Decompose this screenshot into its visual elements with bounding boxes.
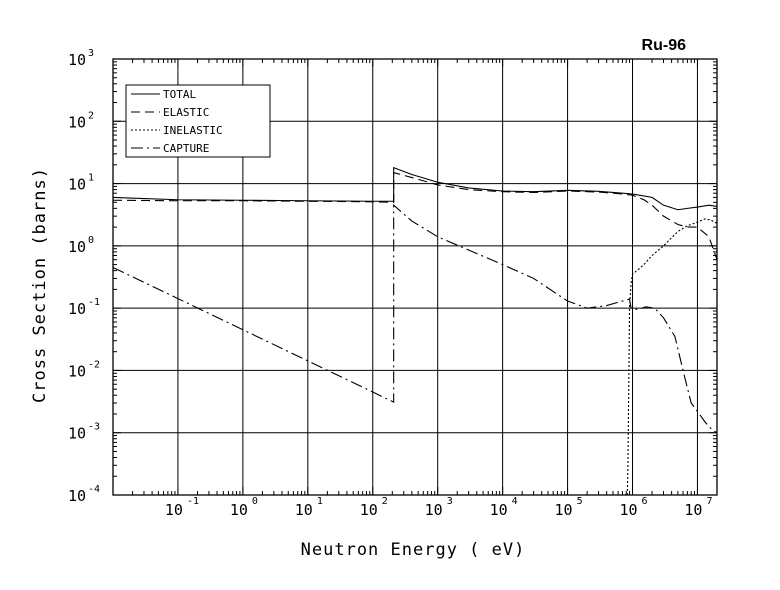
y-tick-exponent: -1	[88, 297, 100, 308]
y-tick-label: 10	[68, 300, 86, 318]
x-tick-exponent: 1	[317, 496, 323, 507]
x-tick-exponent: 2	[382, 496, 388, 507]
grid	[113, 59, 717, 495]
x-tick-exponent: 3	[447, 496, 453, 507]
y-tick-label: 10	[68, 176, 86, 194]
y-tick-exponent: 0	[88, 235, 94, 246]
y-tick-label: 10	[68, 362, 86, 380]
y-axis-label: Cross Section (barns)	[30, 167, 50, 403]
y-tick-exponent: 3	[88, 48, 94, 59]
y-tick-exponent: 2	[88, 110, 94, 121]
series-inelastic	[626, 218, 718, 496]
legend-label-elastic: ELASTIC	[163, 106, 209, 119]
x-tick-label: 10	[230, 501, 248, 519]
x-tick-exponent: 6	[642, 496, 648, 507]
x-tick-exponent: 7	[706, 496, 712, 507]
plot-series	[112, 166, 718, 496]
y-tick-exponent: -4	[88, 484, 100, 495]
y-tick-exponent: -2	[88, 359, 100, 370]
legend-box	[125, 84, 271, 158]
y-tick-label: 10	[68, 113, 86, 131]
y-tick-label: 10	[68, 238, 86, 256]
plot-frame	[112, 58, 718, 496]
x-tick-label: 10	[555, 501, 573, 519]
y-tick-label: 10	[68, 487, 86, 505]
legend: TOTAL ELASTIC INELASTIC CAPTURE	[125, 84, 271, 158]
x-tick-labels: 10 -1 10 0 10 1 10 2 10 3 10 4 10 5 10 6 10 7	[165, 496, 713, 519]
x-tick-label: 10	[360, 501, 378, 519]
x-tick-exponent: 5	[577, 496, 583, 507]
x-tick-label: 10	[425, 501, 443, 519]
x-axis-label: Neutron Energy ( eV)	[301, 540, 526, 560]
y-tick-exponent: 1	[88, 173, 94, 184]
chart-title: Ru-96	[642, 37, 687, 54]
y-tick-exponent: -3	[88, 422, 100, 433]
x-tick-label: 10	[490, 501, 508, 519]
x-tick-label: 10	[295, 501, 313, 519]
x-tick-label: 10	[619, 501, 637, 519]
legend-label-total: TOTAL	[163, 88, 196, 101]
legend-label-capture: CAPTURE	[163, 142, 209, 155]
x-tick-exponent: -1	[187, 496, 199, 507]
x-tick-label: 10	[165, 501, 183, 519]
series-total	[112, 166, 718, 211]
x-tick-exponent: 4	[512, 496, 518, 507]
axis-ticks	[112, 58, 718, 496]
y-tick-label: 10	[68, 425, 86, 443]
y-tick-label: 10	[68, 51, 86, 69]
series-elastic	[112, 171, 718, 260]
series-capture	[112, 203, 718, 434]
x-tick-label: 10	[684, 501, 702, 519]
x-tick-exponent: 0	[252, 496, 258, 507]
legend-label-inelastic: INELASTIC	[163, 124, 223, 137]
